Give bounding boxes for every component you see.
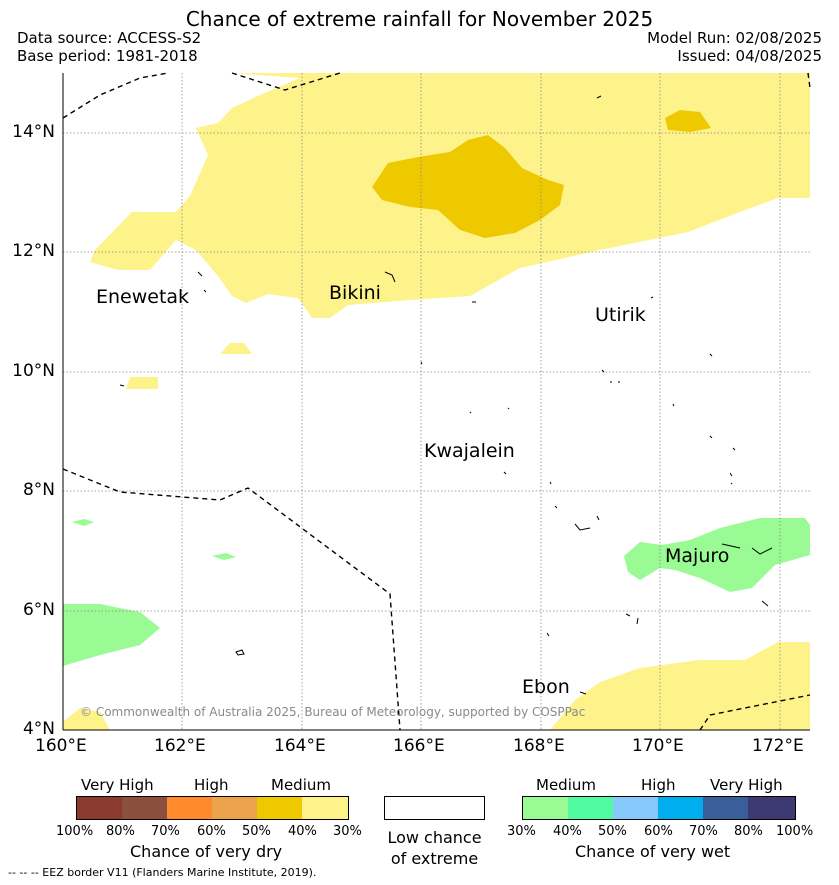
lon-tick: 166°E: [393, 736, 445, 756]
dry-tick: 100%: [56, 824, 94, 839]
eez-border-note: -- -- -- EEZ border V11 (Flanders Marine…: [8, 866, 317, 879]
base-period-label: Base period: 1981-2018: [17, 47, 198, 65]
dry-swatch-high-2: [167, 797, 213, 819]
low-chance-swatch: [384, 796, 485, 820]
wet-tick: 100%: [776, 824, 814, 839]
place-label-enewetak: Enewetak: [96, 286, 190, 308]
wet-medium-region-west: [63, 604, 160, 666]
dry-swatch-medium-2: [257, 797, 303, 819]
wet-swatch-medium-1: [523, 797, 569, 819]
dry-swatch-medium-1: [302, 797, 348, 819]
eez-border: [62, 72, 811, 731]
issued-label: Issued: 04/08/2025: [677, 47, 822, 65]
dry-tick: 60%: [197, 824, 226, 839]
wet-tick: 30%: [507, 824, 536, 839]
dry-tick: 70%: [151, 824, 180, 839]
lat-tick: 10°N: [12, 361, 55, 381]
wet-medium-region-majuro: [624, 518, 810, 592]
place-label-majuro: Majuro: [665, 545, 730, 567]
dry-level-very-high: Very High: [81, 776, 154, 794]
wet-swatch-high-2: [658, 797, 704, 819]
dry-legend-caption: Chance of very dry: [130, 842, 283, 861]
place-label-ebon: Ebon: [522, 676, 570, 698]
wet-swatch-very-high-2: [748, 797, 795, 819]
wet-swatch-medium-2: [568, 797, 614, 819]
wet-level-medium: Medium: [536, 776, 596, 794]
dry-swatch-very-high-2: [77, 797, 123, 819]
lat-tick: 14°N: [12, 122, 55, 142]
wet-tick: 40%: [553, 824, 582, 839]
wet-swatch-very-high-1: [703, 797, 749, 819]
lon-tick: 162°E: [154, 736, 206, 756]
lon-tick: 168°E: [513, 736, 565, 756]
dry-high-patch: [665, 110, 711, 132]
wet-tick: 80%: [734, 824, 763, 839]
dry-medium-region-south: [550, 642, 810, 730]
lon-tick: 164°E: [274, 736, 326, 756]
dry-high-region: [372, 135, 564, 238]
wet-legend-caption: Chance of very wet: [575, 842, 731, 861]
lon-tick: 172°E: [752, 736, 804, 756]
atoll-outlines: [119, 95, 773, 695]
lat-tick: 4°N: [22, 719, 55, 739]
model-run-label: Model Run: 02/08/2025: [647, 29, 822, 47]
wet-tick: 70%: [689, 824, 718, 839]
dry-level-medium: Medium: [271, 776, 331, 794]
wet-swatch-high-1: [613, 797, 659, 819]
wet-level-high: High: [641, 776, 676, 794]
dry-swatch-very-high-1: [122, 797, 168, 819]
wet-tick: 60%: [644, 824, 673, 839]
low-chance-line2: of extreme: [390, 849, 479, 868]
dry-medium-region-sw: [63, 708, 110, 730]
place-label-utirik: Utirik: [595, 304, 646, 326]
dry-tick: 50%: [242, 824, 271, 839]
wet-tick: 50%: [598, 824, 627, 839]
dry-tick: 30%: [333, 824, 362, 839]
lat-tick: 8°N: [22, 480, 55, 500]
dry-colorbar: [76, 796, 349, 820]
wet-medium-patch-2: [212, 553, 236, 560]
copyright-notice: © Commonwealth of Australia 2025, Bureau…: [80, 705, 586, 719]
lon-tick: 160°E: [35, 736, 87, 756]
low-chance-line1: Low chance: [387, 828, 482, 847]
dry-tick: 80%: [106, 824, 135, 839]
wet-level-very-high: Very High: [710, 776, 783, 794]
gridlines: [63, 73, 810, 730]
dry-tick: 40%: [288, 824, 317, 839]
place-label-kwajalein: Kwajalein: [424, 440, 515, 462]
data-source-label: Data source: ACCESS-S2: [17, 29, 202, 47]
chart-title: Chance of extreme rainfall for November …: [185, 7, 654, 31]
dry-medium-patch-1: [220, 343, 252, 354]
wet-colorbar: [522, 796, 796, 820]
lat-tick: 12°N: [12, 241, 55, 261]
dry-medium-patch-2: [126, 377, 158, 389]
lon-tick: 170°E: [632, 736, 684, 756]
dry-swatch-high-1: [212, 797, 258, 819]
lat-tick: 6°N: [22, 600, 55, 620]
dry-level-high: High: [194, 776, 229, 794]
place-label-bikini: Bikini: [329, 282, 381, 304]
wet-medium-patch-1: [72, 519, 94, 526]
